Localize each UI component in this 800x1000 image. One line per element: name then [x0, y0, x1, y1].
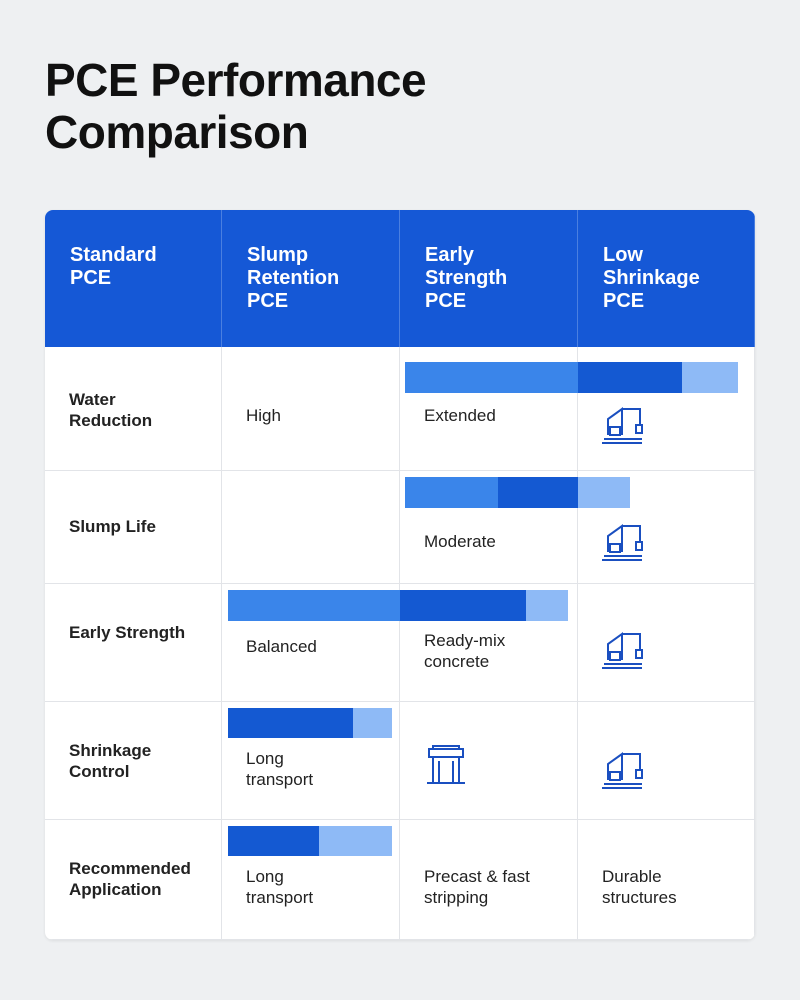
decor-bar [498, 477, 578, 508]
table-cell [578, 347, 755, 471]
table-cell [222, 471, 400, 584]
row-label: Early Strength [69, 623, 186, 642]
table-cell [578, 584, 755, 702]
decor-bar [228, 590, 400, 621]
decor-bar [682, 362, 738, 393]
decor-bar [405, 362, 578, 393]
decor-bar [353, 708, 392, 738]
table-cell: Shrinkage Control [45, 702, 222, 820]
table-cell: Balanced [222, 584, 400, 702]
header-cell: Early Strength PCE [400, 210, 578, 347]
cell-text: Precast & fast stripping [424, 867, 530, 907]
decor-bar [526, 590, 568, 621]
table-cell: Extended [400, 347, 578, 471]
decor-bar [228, 708, 353, 738]
table-cell [578, 702, 755, 820]
decor-bar [319, 826, 392, 856]
header-cell: Slump Retention PCE [222, 210, 400, 347]
decor-bar [405, 477, 498, 508]
header-cell: Standard PCE [45, 210, 222, 347]
table-cell: Ready-mix concrete [400, 584, 578, 702]
table-cell: Durable structures [578, 820, 755, 940]
row-label: Slump Life [69, 517, 156, 536]
cell-text: Long transport [246, 867, 314, 907]
header-text: Low Shrinkage PCE [603, 244, 700, 312]
cell-text: Moderate [424, 532, 496, 551]
icon [427, 745, 465, 784]
icon [602, 407, 643, 444]
decor-bar [578, 477, 630, 508]
table-cell: Slump Life [45, 471, 222, 584]
cell-text: Long transport [246, 749, 314, 789]
cell-text: High [246, 406, 281, 425]
decor-bar [400, 590, 526, 621]
cell-text: Extended [424, 406, 496, 425]
table-cell: Water Reduction [45, 347, 222, 471]
comparison-table: Standard PCE Slump Retention PCE Early Str… [45, 210, 755, 940]
table-cell: Moderate [400, 471, 578, 584]
table-cell: High [222, 347, 400, 471]
row-label: Shrinkage Control [69, 741, 152, 781]
table-cell: Early Strength [45, 584, 222, 702]
table-cell: Precast & fast stripping [400, 820, 578, 940]
header-text: Standard PCE [70, 244, 157, 289]
table-cell: Recommended Application [45, 820, 222, 940]
header-text: Slump Retention PCE [247, 244, 340, 312]
icon [602, 752, 643, 789]
cell-text: Balanced [246, 637, 317, 656]
cell-text: Ready-mix concrete [424, 631, 506, 671]
page-title: PCE Performance Comparison [45, 54, 427, 158]
icon [602, 632, 643, 669]
header-text: Early Strength PCE [425, 244, 508, 312]
row-label: Recommended Application [69, 859, 191, 899]
cell-text: Durable structures [602, 867, 677, 907]
table-cell [578, 471, 755, 584]
header-cell: Low Shrinkage PCE [578, 210, 755, 347]
icon [602, 524, 643, 561]
table-cell: Long transport [222, 702, 400, 820]
decor-bar [228, 826, 319, 856]
decor-bar [578, 362, 682, 393]
table-cell [400, 702, 578, 820]
table-cell: Long transport [222, 820, 400, 940]
row-label: Water Reduction [69, 390, 153, 430]
